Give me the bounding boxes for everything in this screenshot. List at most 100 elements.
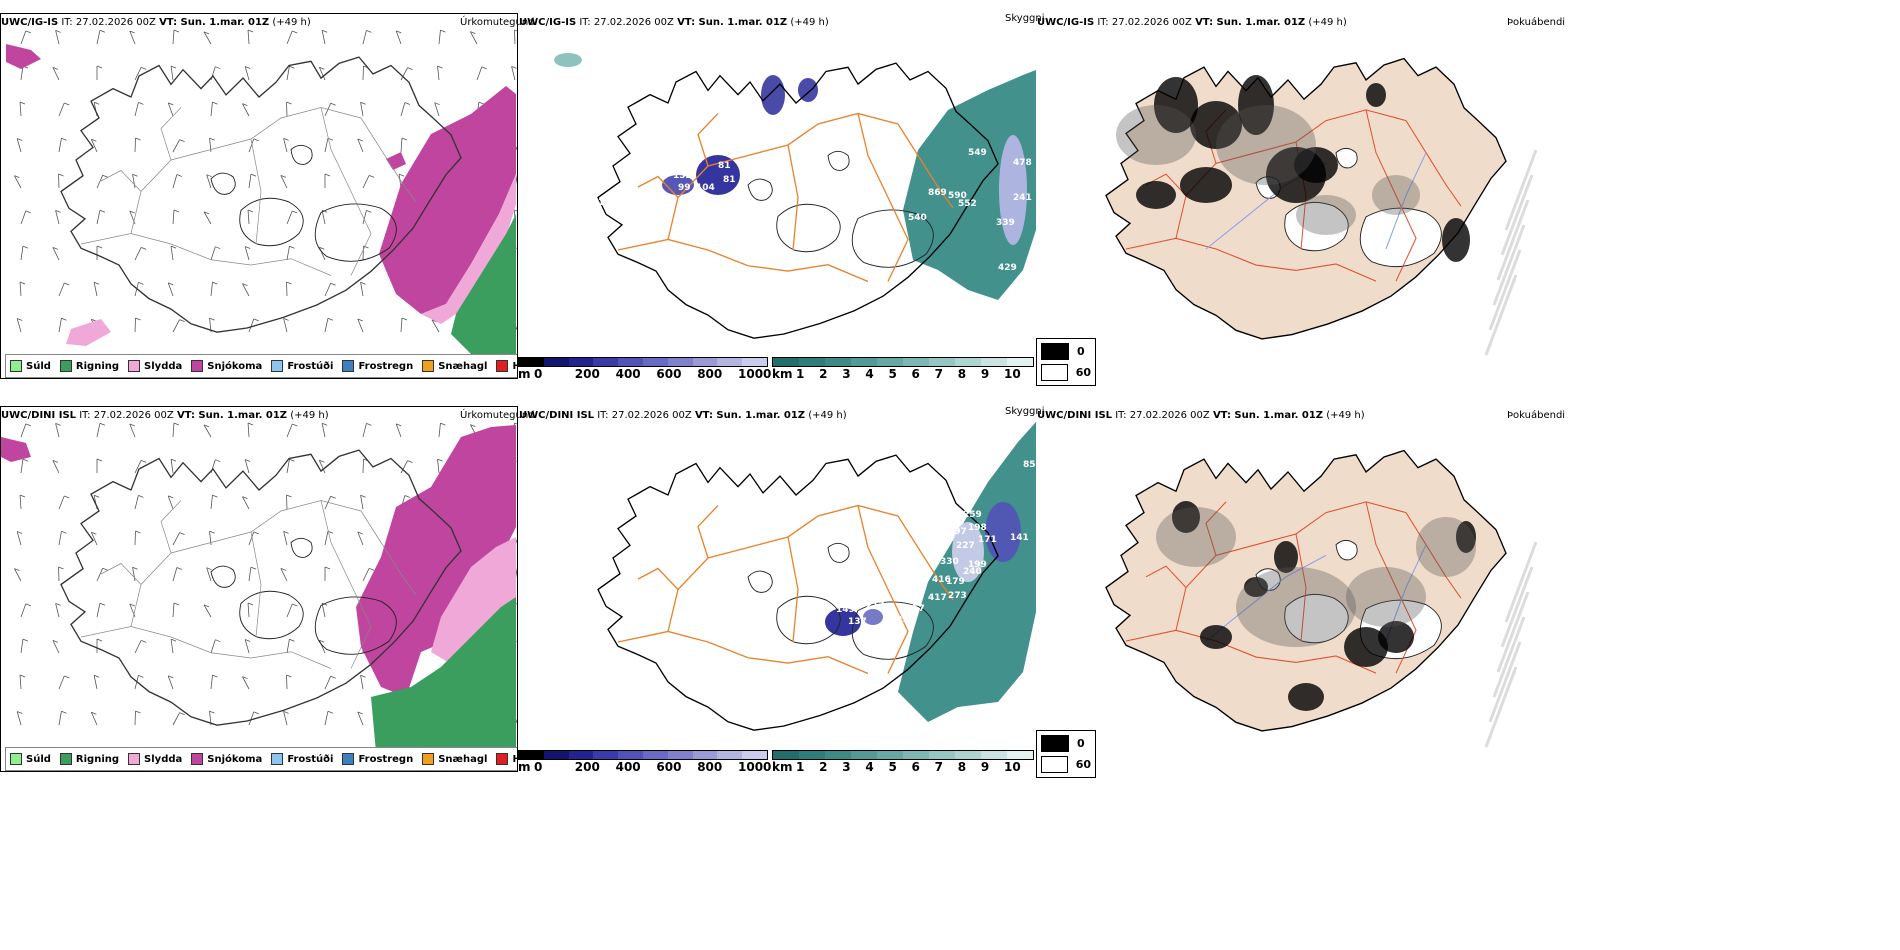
legend-label: Frostúði	[287, 360, 334, 372]
wind-barb	[244, 639, 250, 654]
precip-panel-top: Súld Rigning Slydda Snjókoma Frostúði Frostre…	[0, 13, 518, 379]
wind-barb	[327, 317, 334, 321]
wind-barb	[362, 568, 370, 582]
wind-barb	[16, 711, 22, 726]
colorbar-tick-label: 2	[819, 367, 828, 381]
fog-map-top	[1105, 57, 1538, 356]
wind-barb	[96, 638, 103, 642]
wind-barb	[206, 174, 212, 189]
fog-index-dark	[1136, 181, 1176, 209]
wind-barb	[132, 174, 136, 189]
fog-panel-bottom	[1036, 422, 1556, 762]
cloud-base-area	[863, 609, 883, 625]
glacier-outline	[314, 203, 397, 262]
fog-index-dark	[1200, 625, 1232, 649]
wind-barb	[52, 67, 59, 70]
wind-barb	[400, 460, 408, 474]
precip-panel-bottom: Súld Rigning Slydda Snjókoma Frostúði Frostre…	[0, 406, 518, 772]
cloud-base-value: 869	[928, 188, 947, 198]
colorbar-cell	[903, 751, 929, 759]
rain-area	[371, 597, 516, 752]
wind-barb	[172, 174, 178, 189]
valid-time: VT: Sun. 1.mar. 01Z	[1212, 410, 1324, 421]
wind-barb	[172, 319, 180, 333]
wind-barb	[129, 423, 136, 438]
colorbar-tick-label: 9	[980, 760, 990, 774]
wind-barb	[318, 460, 326, 474]
fog-streak	[1488, 249, 1522, 331]
road	[857, 505, 909, 674]
sleet-area	[431, 537, 516, 667]
wind-barb	[437, 66, 440, 81]
wind-barb	[173, 602, 180, 606]
colorbar-cell	[799, 751, 825, 759]
wind-barb	[170, 458, 177, 462]
wind-barb	[244, 459, 250, 474]
wind-barb	[368, 568, 375, 571]
colorbar-tick-label: 10	[1004, 367, 1021, 381]
precip-title-top: Úrkomutegund	[460, 17, 535, 28]
iceland-map	[597, 454, 999, 731]
fog-index-dark	[1154, 77, 1198, 133]
wind-barb	[478, 101, 485, 105]
wind-barb	[91, 711, 97, 715]
precip-header-bottom: UWC/DINI ISL IT: 27.02.2026 00Z VT: Sun.…	[1, 410, 329, 421]
wind-barb	[52, 460, 60, 474]
colorbar-tick-label: 4	[865, 367, 874, 381]
wind-barb	[19, 102, 22, 117]
wind-barb	[20, 66, 24, 81]
wind-barb	[206, 174, 212, 178]
wind-barb	[242, 496, 248, 500]
glacier-outline	[747, 178, 773, 201]
fog-index-dark	[1190, 101, 1242, 149]
wind-barb	[58, 495, 65, 510]
river	[1205, 554, 1327, 642]
colorbar-cell	[519, 751, 544, 759]
wind-barb	[283, 318, 288, 333]
wind-barb	[400, 102, 406, 117]
road	[100, 563, 142, 585]
precip-title-bottom: Úrkomutegund	[460, 410, 535, 421]
wind-barb	[514, 209, 517, 212]
wind-barb	[96, 603, 101, 618]
fog-streak	[1484, 274, 1518, 356]
fog-legend-row: 60	[1037, 752, 1095, 773]
fog-streak	[1504, 149, 1538, 231]
wind-barb	[319, 459, 325, 463]
colorbar-tick-label: 200	[574, 760, 600, 774]
wind-barb	[248, 138, 255, 153]
wind-barb	[215, 459, 221, 463]
wind-barb	[14, 175, 22, 189]
lead-time: (+49 h)	[272, 17, 311, 28]
cloud-base-ticks: m 0 200 400 600 800 1000	[518, 367, 771, 381]
wind-barb	[330, 282, 336, 286]
road	[250, 531, 262, 638]
road	[637, 175, 679, 198]
river	[1385, 152, 1427, 250]
wind-barb	[321, 603, 326, 618]
wind-barb	[55, 30, 60, 45]
snow-area	[6, 44, 41, 69]
wind-barb	[212, 101, 218, 105]
colorbar-cell	[692, 751, 718, 759]
coastline	[60, 56, 462, 333]
wind-barb	[253, 711, 259, 715]
wind-barb	[280, 175, 288, 189]
model-name: UWC/DINI ISL	[519, 410, 595, 421]
fog-legend-row: 60	[1037, 360, 1095, 381]
precip-map-bottom	[1, 422, 517, 752]
wind-barb	[96, 245, 103, 249]
legend-item: Frostregn	[342, 360, 413, 372]
wind-barb	[248, 711, 255, 726]
wind-barb	[209, 137, 215, 141]
wind-barb	[253, 318, 259, 322]
wind-barb	[215, 246, 221, 250]
legend-item: Súld	[10, 360, 51, 372]
wind-barb	[286, 459, 290, 474]
legend-swatch	[342, 753, 355, 765]
colorbar-unit: m	[518, 760, 531, 774]
colorbar-cell	[955, 751, 981, 759]
cloud-base-value: 241	[1013, 193, 1032, 203]
fog-index-grey	[1236, 567, 1356, 647]
fog-index-grey	[1216, 105, 1316, 185]
